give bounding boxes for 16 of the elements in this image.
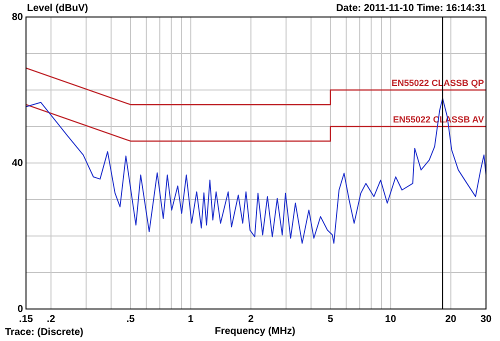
x-tick-label: .15 [19,314,34,325]
x-tick-label: 10 [385,314,397,325]
x-tick-label: 2 [248,314,254,325]
y-tick-label: 0 [17,304,24,315]
text: Date: 2011-11-10 Time: 16:14:31 [336,3,486,14]
x-tick-label: 30 [480,314,492,325]
text: Trace: (Discrete) [5,327,84,338]
y-tick-label: 40 [12,158,24,169]
y-axis-title: Level (dBuV) [27,3,88,14]
x-axis-title: Frequency (MHz) [214,326,296,337]
x-tick-label: .5 [126,314,136,325]
x-tick-label: .2 [46,314,56,325]
x-tick-label: 1 [188,314,194,325]
x-tick-label: 5 [328,314,334,325]
x-tick-label: 20 [445,314,457,325]
y-tick-label: 80 [12,12,24,23]
